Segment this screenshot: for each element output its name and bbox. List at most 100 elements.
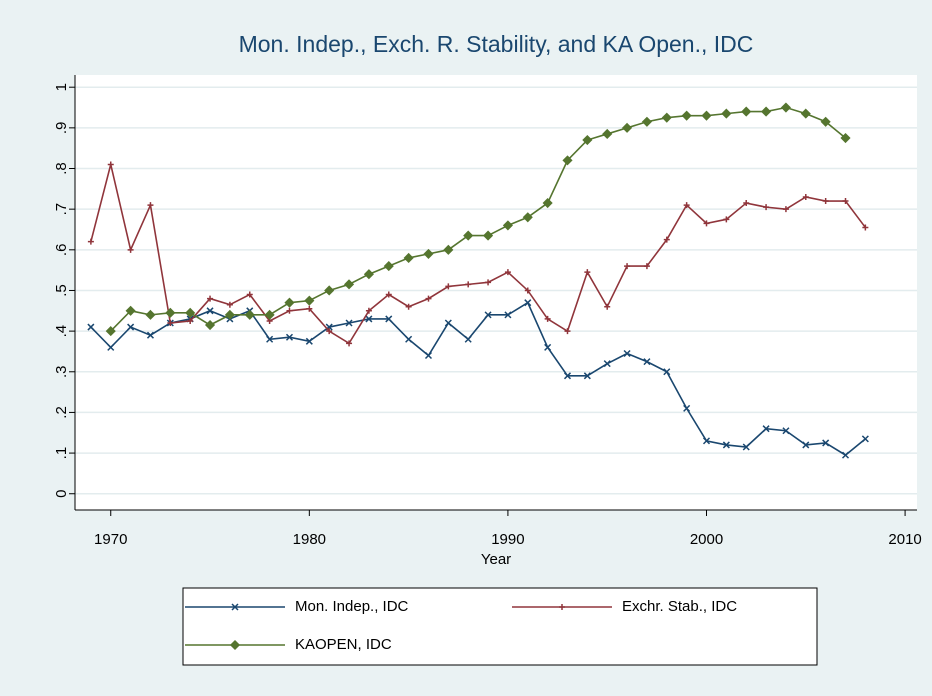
point-marker — [624, 263, 631, 270]
point-marker — [641, 116, 652, 127]
point-marker — [147, 202, 154, 209]
point-marker — [107, 161, 114, 168]
point-marker — [482, 230, 494, 241]
point-marker — [643, 358, 651, 366]
y-tick-label: .1 — [53, 447, 70, 460]
point-marker — [185, 307, 196, 318]
point-marker — [602, 128, 613, 140]
plot-area — [75, 75, 917, 510]
point-marker — [346, 340, 353, 347]
point-marker — [405, 303, 412, 310]
point-marker — [820, 116, 831, 127]
x-tick-label: 2000 — [690, 531, 723, 548]
point-marker — [285, 333, 294, 341]
x-tick-label: 1980 — [293, 531, 326, 548]
legend-label: Exchr. Stab., IDC — [622, 598, 737, 615]
point-marker — [304, 295, 315, 306]
point-marker — [763, 204, 770, 211]
point-marker — [522, 212, 533, 223]
legend — [182, 587, 818, 666]
point-marker — [145, 309, 156, 320]
point-marker — [862, 224, 869, 231]
point-marker — [385, 315, 393, 323]
point-marker — [663, 368, 671, 376]
point-marker — [702, 437, 711, 445]
y-tick-label: .5 — [53, 284, 70, 297]
point-marker — [343, 279, 355, 290]
x-tick-label: 1970 — [94, 531, 127, 548]
point-marker — [584, 269, 591, 276]
point-marker — [87, 323, 95, 331]
x-tick-label: 2010 — [888, 531, 921, 548]
point-marker — [87, 238, 94, 245]
point-marker — [743, 200, 750, 207]
point-marker — [443, 244, 454, 255]
point-marker — [246, 291, 253, 298]
point-marker — [502, 220, 513, 231]
point-marker — [742, 443, 750, 451]
point-marker — [802, 441, 810, 449]
y-tick-label: .6 — [53, 244, 70, 257]
point-marker — [761, 106, 772, 117]
point-marker — [583, 372, 591, 380]
point-marker — [604, 303, 611, 310]
y-tick-label: .7 — [53, 203, 70, 216]
point-marker — [524, 299, 532, 307]
y-tick-label: .4 — [53, 325, 70, 338]
point-marker — [542, 198, 553, 209]
x-tick-label: 1990 — [491, 531, 524, 548]
point-marker — [661, 112, 672, 123]
point-marker — [722, 441, 730, 449]
point-marker — [284, 297, 295, 308]
point-marker — [842, 198, 849, 205]
point-marker — [224, 309, 235, 320]
point-marker — [105, 326, 116, 337]
y-tick-label: 0 — [53, 490, 70, 498]
point-marker — [107, 343, 115, 351]
point-marker — [383, 261, 394, 272]
point-marker — [365, 307, 372, 314]
point-marker — [603, 360, 611, 368]
point-marker — [762, 425, 770, 433]
point-marker — [564, 328, 571, 335]
point-marker — [524, 287, 531, 294]
point-marker — [405, 335, 413, 343]
y-tick-label: .3 — [53, 366, 70, 379]
y-tick-label: .9 — [53, 122, 70, 135]
point-marker — [582, 134, 593, 146]
point-marker — [780, 102, 791, 113]
point-marker — [861, 435, 869, 443]
point-marker — [127, 246, 134, 253]
point-marker — [782, 206, 789, 213]
point-marker — [840, 132, 851, 144]
legend-marker — [559, 604, 565, 610]
point-marker — [463, 230, 474, 241]
point-marker — [683, 202, 690, 209]
legend-label: Mon. Indep., IDC — [295, 598, 409, 615]
point-marker — [207, 295, 214, 302]
point-marker — [544, 315, 551, 322]
point-marker — [226, 301, 233, 308]
point-marker — [504, 311, 512, 319]
legend-marker — [229, 639, 241, 651]
point-marker — [721, 108, 732, 119]
point-marker — [563, 372, 572, 380]
point-marker — [425, 295, 432, 302]
point-marker — [484, 311, 492, 319]
point-marker — [841, 451, 850, 459]
point-marker — [623, 349, 631, 358]
point-marker — [125, 305, 136, 316]
point-marker — [800, 108, 811, 119]
point-marker — [445, 283, 452, 290]
point-marker — [504, 269, 511, 276]
point-marker — [681, 110, 692, 121]
point-marker — [423, 248, 434, 259]
point-marker — [127, 323, 135, 331]
series-line — [90, 301, 866, 457]
point-marker — [663, 236, 670, 243]
chart-title: Mon. Indep., Exch. R. Stability, and KA … — [239, 31, 754, 57]
point-marker — [622, 122, 633, 133]
point-marker — [822, 439, 830, 447]
point-marker — [244, 309, 255, 320]
point-marker — [444, 319, 452, 327]
